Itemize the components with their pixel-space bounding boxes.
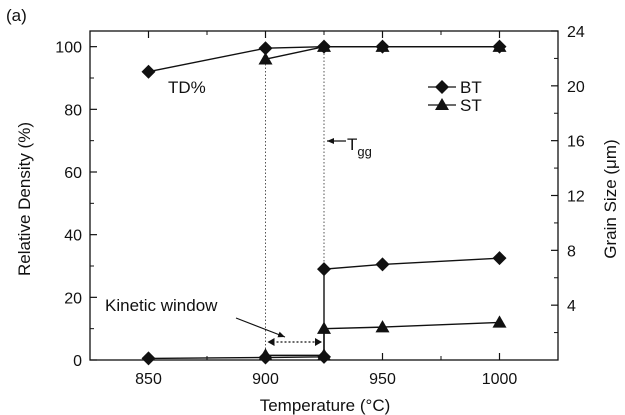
- y2-tick-label-1: 8: [567, 243, 576, 260]
- data-point-2-4: [375, 257, 390, 272]
- tgg-main: T: [347, 135, 357, 154]
- data-point-3-2: [317, 321, 331, 334]
- y2-tick-label-0: 4: [567, 298, 576, 315]
- kinetic-window-pointer: [235, 317, 286, 338]
- x-tick-label-3: 1000: [482, 371, 518, 388]
- x-tick-label-0: 850: [135, 371, 162, 388]
- x-axis-label-unit: °C: [366, 396, 385, 415]
- series-line-2-bt: [148, 257, 500, 360]
- panel-label: (a): [6, 6, 27, 25]
- y2-tick-label-4: 20: [567, 79, 585, 96]
- data-point-1-0: [258, 52, 273, 65]
- legend-marker-bt: [435, 80, 449, 94]
- y2-tick-label-3: 16: [567, 134, 585, 151]
- y2-axis-label-close: ): [601, 139, 620, 145]
- x-axis-label: Temperature (°C): [260, 396, 391, 415]
- y-tick-label-5: 100: [55, 40, 82, 57]
- legend-marker-st: [435, 98, 449, 110]
- legend-label-st: ST: [460, 96, 482, 115]
- tgg-annotation-label: Tgg: [347, 135, 372, 159]
- td-annotation: TD%: [168, 78, 206, 97]
- kinetic-window-annotation: Kinetic window: [105, 296, 218, 315]
- x-tick-label-1: 900: [252, 371, 279, 388]
- data-point-1-1: [317, 39, 331, 52]
- x-axis-label-main: Temperature (: [260, 396, 366, 415]
- data-point-3-4: [492, 315, 507, 328]
- y-tick-label-0: 0: [73, 353, 82, 370]
- y2-tick-label-5: 24: [567, 24, 585, 41]
- y-axis-label: Relative Density (%): [15, 122, 34, 276]
- y-tick-label-1: 20: [64, 290, 82, 307]
- y-tick-label-2: 40: [64, 228, 82, 245]
- data-point-1-2: [375, 39, 390, 52]
- data-point-2-3: [317, 262, 331, 277]
- data-point-0-1: [258, 41, 273, 56]
- data-point-2-5: [492, 251, 507, 266]
- tgg-subscript: gg: [357, 144, 371, 159]
- kinetic-window-left-arrowhead: [267, 338, 275, 346]
- data-point-3-3: [375, 320, 390, 333]
- y-tick-label-3: 60: [64, 165, 82, 182]
- kinetic-window-right-arrowhead: [315, 338, 322, 346]
- data-point-3-1: [317, 348, 331, 361]
- y-tick-label-4: 80: [64, 102, 82, 119]
- data-point-0-0: [141, 64, 156, 79]
- y2-axis-label-unit: μm: [601, 145, 620, 169]
- legend-label-bt: BT: [460, 78, 482, 97]
- y2-axis-label: Grain Size (μm): [601, 139, 620, 258]
- y2-tick-label-2: 12: [567, 189, 585, 206]
- x-tick-label-2: 950: [369, 371, 396, 388]
- y2-axis-label-main: Grain Size (: [601, 169, 620, 259]
- x-axis-label-close: ): [385, 396, 391, 415]
- series-line-1-st: [265, 45, 500, 60]
- data-point-1-3: [492, 39, 507, 52]
